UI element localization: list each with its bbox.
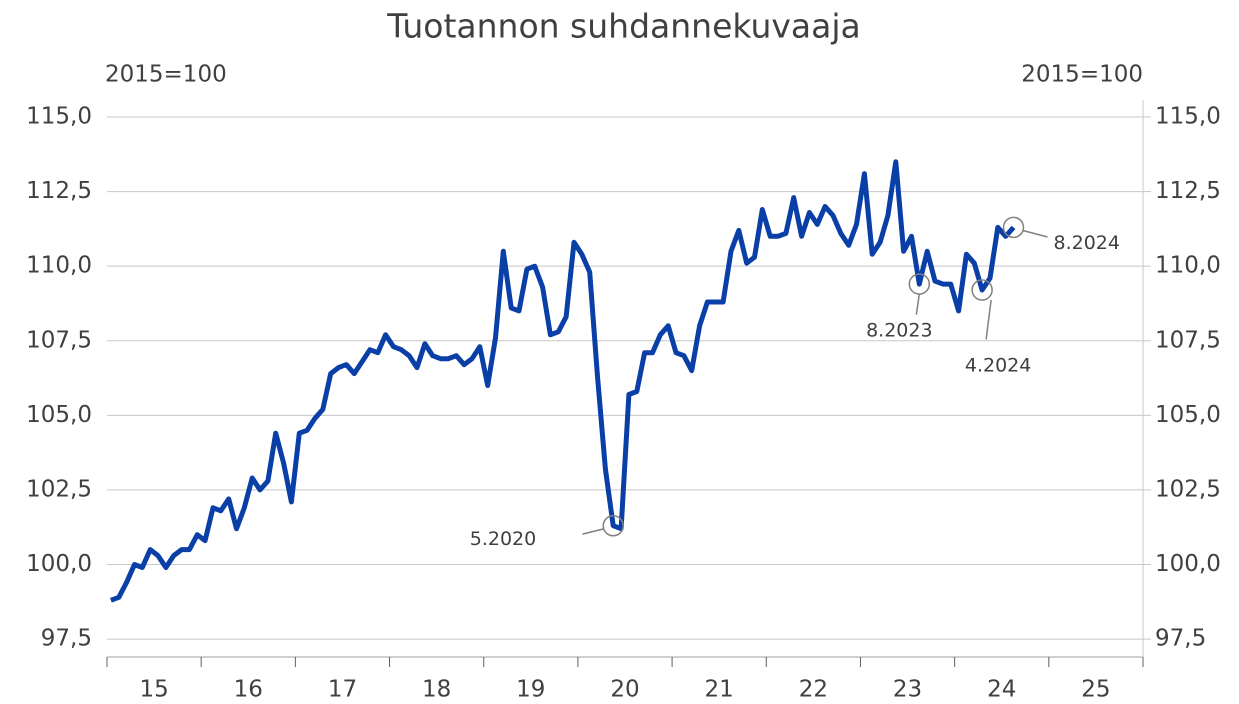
x-tick-label: 17 — [328, 677, 357, 703]
y2-tick-label: 115,0 — [1155, 104, 1221, 130]
annotation-marker — [602, 514, 624, 537]
annotation-leader — [985, 299, 992, 340]
x-tick-label: 20 — [610, 677, 639, 703]
annotation-leader — [582, 528, 605, 535]
y-tick-label: 115,0 — [26, 104, 92, 130]
x-tick-label: 21 — [705, 677, 734, 703]
y2-tick-label: 105,0 — [1155, 402, 1221, 428]
y2-tick-label: 110,0 — [1155, 253, 1221, 279]
y2-axis-label: 2015=100 — [1021, 62, 1143, 88]
y-tick-label: 105,0 — [26, 402, 92, 428]
x-tick-label: 16 — [234, 677, 263, 703]
y-tick-label: 100,0 — [26, 551, 92, 577]
y-tick-label: 102,5 — [26, 476, 92, 502]
y-axis-label: 2015=100 — [105, 62, 227, 88]
annotation-leader — [915, 293, 921, 315]
annotation-label: 5.2020 — [470, 528, 536, 550]
x-tick-label: 19 — [516, 677, 545, 703]
x-tick-label: 24 — [987, 677, 1016, 703]
y2-tick-label: 112,5 — [1155, 178, 1221, 204]
x-tick-label: 25 — [1081, 677, 1110, 703]
y2-tick-label: 102,5 — [1155, 476, 1221, 502]
annotation-leader — [1022, 229, 1048, 238]
annotation-marker — [1002, 216, 1025, 239]
y-tick-label: 97,5 — [41, 626, 92, 652]
y2-tick-label: 97,5 — [1155, 626, 1206, 652]
y2-tick-label: 100,0 — [1155, 551, 1221, 577]
y-tick-label: 112,5 — [26, 178, 92, 204]
x-tick-label: 22 — [799, 677, 828, 703]
y-tick-label: 110,0 — [26, 253, 92, 279]
annotation-marker — [971, 279, 993, 301]
x-tick-label: 15 — [139, 677, 168, 703]
x-tick-label: 18 — [422, 677, 451, 703]
annotation-label: 4.2024 — [965, 355, 1031, 377]
chart-title: Tuotannon suhdannekuvaaja — [386, 7, 861, 46]
annotation-label: 8.2024 — [1054, 232, 1120, 254]
x-tick-label: 23 — [893, 677, 922, 703]
y2-tick-label: 107,5 — [1155, 327, 1221, 353]
y-tick-label: 107,5 — [26, 327, 92, 353]
annotation-label: 8.2023 — [866, 320, 932, 342]
data-line — [110, 159, 1016, 603]
